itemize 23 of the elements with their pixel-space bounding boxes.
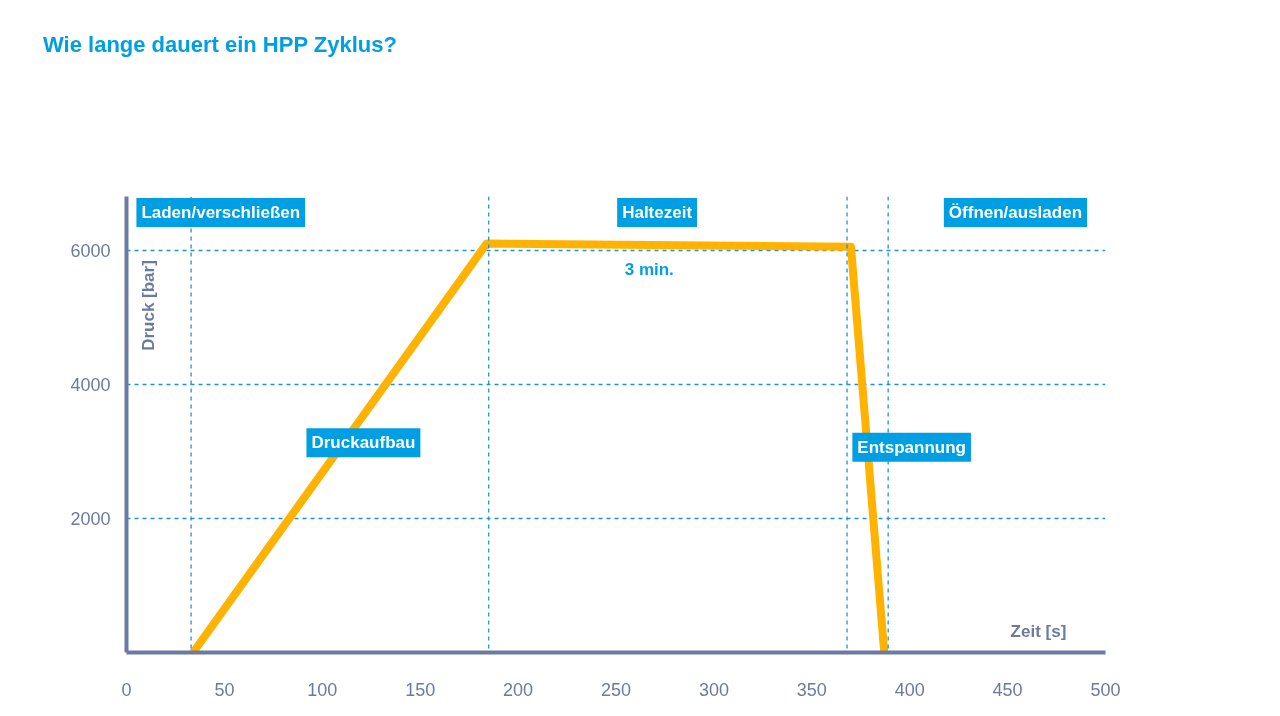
x-tick-label: 350 [796, 679, 827, 700]
x-tick-label: 100 [307, 679, 338, 700]
annotation: Druckaufbau [311, 433, 416, 453]
annotation: 3 min. [624, 259, 674, 279]
y-tick-label: 6000 [70, 240, 111, 261]
x-tick-label: 50 [214, 679, 235, 700]
chart-title: Wie lange dauert ein HPP Zyklus? [43, 31, 397, 59]
x-tick-label: 150 [405, 679, 436, 700]
y-tick-label: 4000 [70, 374, 111, 395]
x-tick-label: 500 [1090, 679, 1121, 700]
x-tick-label: 0 [121, 679, 132, 700]
x-tick-label: 450 [992, 679, 1023, 700]
y-tick-label: 2000 [70, 508, 111, 529]
x-tick-label: 300 [698, 679, 729, 700]
x-tick-label: 400 [894, 679, 925, 700]
annotation: Öffnen/ausladen [948, 202, 1083, 222]
x-axis-title: Zeit [s] [1010, 621, 1067, 641]
x-tick-label: 200 [503, 679, 534, 700]
annotation: Haltezeit [622, 202, 693, 222]
annotation: Laden/verschließen [141, 202, 301, 222]
x-tick-label: 250 [600, 679, 632, 700]
y-axis-title: Druck [bar] [138, 260, 158, 351]
annotation: Entspannung [857, 437, 966, 457]
